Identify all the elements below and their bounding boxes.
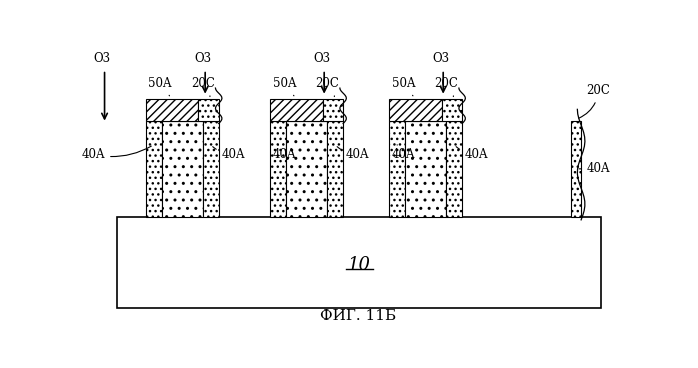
Bar [117, 217, 601, 308]
Text: O3: O3 [313, 52, 330, 66]
Bar [446, 121, 462, 217]
Text: 40A: 40A [273, 145, 296, 161]
Text: 40A: 40A [82, 146, 151, 161]
Bar [442, 99, 462, 121]
Text: 40A: 40A [213, 146, 245, 161]
Text: 40A: 40A [456, 146, 489, 161]
Text: 40A: 40A [337, 146, 369, 161]
Bar [146, 99, 198, 121]
Bar [270, 121, 286, 217]
Text: 20C: 20C [191, 77, 215, 96]
Text: 20C: 20C [434, 77, 459, 96]
Text: 40A: 40A [579, 162, 610, 175]
Text: 50A: 50A [149, 77, 172, 96]
Text: 10: 10 [348, 256, 371, 274]
Text: 20C: 20C [315, 77, 339, 96]
Bar [572, 121, 581, 217]
Text: 40A: 40A [392, 145, 415, 161]
Text: O3: O3 [94, 52, 110, 66]
Bar [389, 121, 405, 217]
Text: O3: O3 [194, 52, 211, 66]
Text: ФИГ. 11Б: ФИГ. 11Б [320, 309, 396, 323]
Bar [198, 99, 218, 121]
Bar [146, 121, 162, 217]
Bar [405, 121, 446, 217]
Bar [322, 99, 343, 121]
Text: 50A: 50A [273, 77, 296, 96]
Bar [389, 99, 442, 121]
Text: O3: O3 [432, 52, 449, 66]
Bar [286, 121, 327, 217]
Bar [327, 121, 343, 217]
Bar [202, 121, 218, 217]
Bar [162, 121, 202, 217]
Bar [270, 99, 322, 121]
Text: 20C: 20C [579, 84, 611, 118]
Text: 50A: 50A [392, 77, 415, 96]
